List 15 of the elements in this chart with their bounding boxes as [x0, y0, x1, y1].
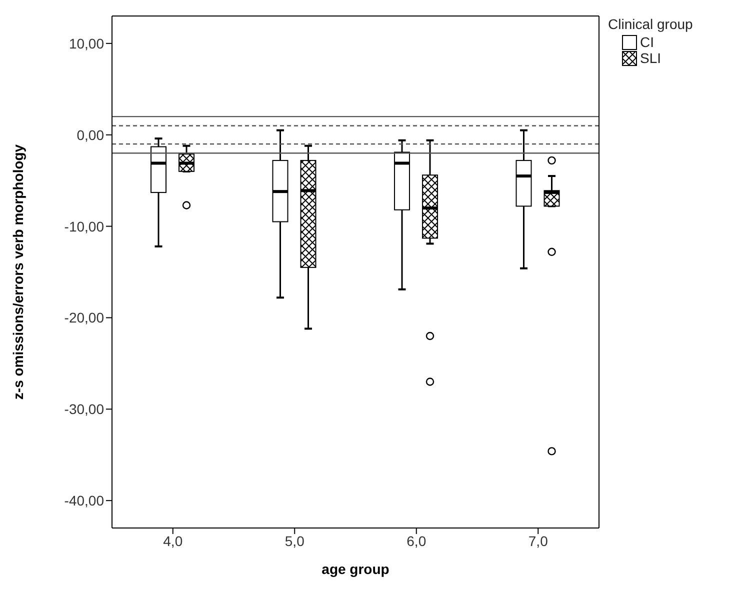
- y-axis-title: z-s omissions/errors verb morphology: [10, 144, 26, 400]
- legend-title: Clinical group: [608, 16, 693, 32]
- x-axis-title: age group: [322, 561, 390, 577]
- y-tick-label: -20,00: [64, 310, 104, 326]
- x-tick-label: 7,0: [528, 532, 548, 549]
- x-tick-label: 6,0: [406, 532, 426, 549]
- x-tick-label: 5,0: [284, 532, 305, 549]
- y-tick-label: -40,00: [64, 492, 104, 509]
- y-tick-label: -30,00: [64, 401, 104, 418]
- legend-label: SLI: [640, 50, 662, 66]
- y-tick-label: 0,00: [76, 126, 104, 143]
- x-tick-label: 4,0: [163, 532, 183, 549]
- y-tick-label: -10,00: [64, 218, 104, 234]
- legend-label: CI: [640, 34, 654, 50]
- y-tick-label: 10,00: [68, 35, 104, 52]
